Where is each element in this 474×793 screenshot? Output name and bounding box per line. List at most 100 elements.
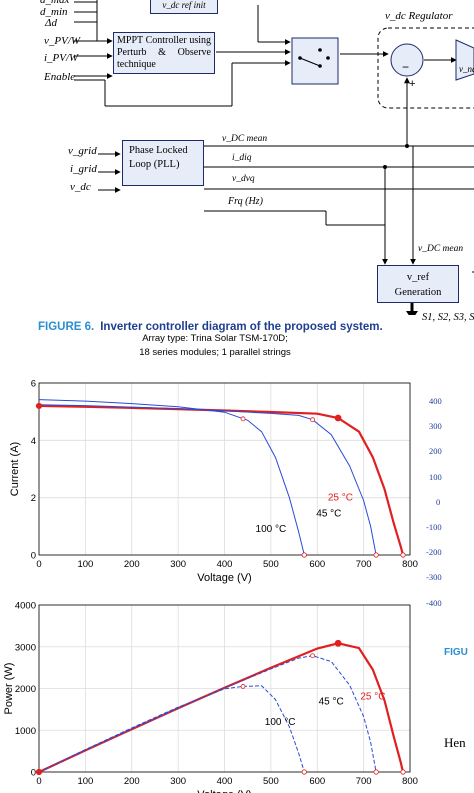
curve-annotation: 25 °C: [328, 493, 353, 504]
x-tick-label: 700: [356, 559, 372, 570]
vdc-regulator-label: v_dc Regulator: [385, 10, 453, 22]
right-axis-tick: -300: [426, 572, 442, 582]
mpp-marker: [310, 653, 316, 659]
x-tick-label: 600: [309, 776, 325, 787]
sum-plus-sign: +: [409, 78, 416, 90]
start-marker: [35, 768, 43, 776]
x-tick-label: 100: [77, 559, 93, 570]
pll-output-vdc-mean: v_DC mean: [222, 134, 268, 144]
sum-minus-sign: −: [402, 60, 410, 74]
pll-output-frequency: Frq (Hz): [228, 196, 263, 207]
y-axis-label: Power (W): [3, 663, 15, 715]
controller-diagram-lines: [74, 0, 474, 315]
series-line-2: [38, 404, 377, 556]
x-tick-label: 400: [217, 559, 233, 570]
curve-annotation: 45 °C: [316, 508, 341, 519]
input-label-dmax: d_max: [40, 0, 70, 6]
series-line-1: [38, 404, 405, 556]
endpoint-marker: [373, 552, 379, 558]
pll-block: Phase Locked Loop (PLL): [122, 140, 204, 186]
x-tick-label: 800: [402, 776, 418, 787]
y-tick-label: 2000: [15, 684, 36, 695]
curve-annotation: 100 °C: [256, 524, 287, 535]
y-tick-label: 4000: [15, 601, 36, 612]
x-tick-label: 0: [36, 559, 41, 570]
curve-annotation: 45 °C: [319, 696, 344, 707]
x-tick-label: 300: [170, 559, 186, 570]
curve-annotation: 100 °C: [265, 717, 296, 728]
y-tick-label: 1000: [15, 726, 36, 737]
endpoint-marker: [301, 769, 307, 775]
curve-annotation: 25 °C: [360, 691, 385, 702]
y-tick-label: 2: [31, 493, 36, 504]
right-axis-tick: 0: [436, 497, 441, 507]
regulator-output-label: v_nd: [459, 64, 474, 74]
plot-frame: [38, 382, 411, 556]
iv-curve-chart: 0 100 200 300 400 500 600 700 800 0 2 4 6 25 °C 45 °C 1…: [9, 379, 418, 585]
pll-input-vgrid: v_grid: [68, 145, 97, 157]
right-body-text: Hen: [444, 735, 466, 750]
x-axis-label: Voltage (V): [197, 572, 251, 584]
right-axis-tick: 100: [429, 472, 442, 482]
pv-curve-chart: 0 100 200 300 400 500 600 700 800 0 1000 2000 3000 40…: [3, 601, 418, 793]
x-tick-label: 300: [170, 776, 186, 787]
right-axis-tick: 200: [429, 446, 442, 456]
input-label-ipv: i_PV/W: [44, 52, 79, 64]
pv-chart-title: Array type: Trina Solar TSM-170D; 18 ser…: [0, 332, 430, 360]
input-label-vpv: v_PV/W: [44, 35, 81, 47]
input-label-delta-d: Δd: [45, 17, 57, 29]
x-tick-label: 200: [124, 776, 140, 787]
pll-input-vdc: v_dc: [70, 181, 91, 193]
vdc-mean-label: v_DC mean: [418, 244, 464, 254]
right-axis-tick: -100: [426, 522, 442, 532]
pv-chart-title-line-1: Array type: Trina Solar TSM-170D;: [142, 333, 288, 344]
pv-chart-title-line-2: 18 series modules; 1 parallel strings: [139, 347, 291, 358]
figure-6-caption: FIGURE 6. Inverter controller diagram of …: [38, 321, 383, 333]
x-tick-label: 100: [77, 776, 93, 787]
plot-frame: [38, 604, 411, 773]
x-tick-label: 500: [263, 559, 279, 570]
y-tick-label: 3000: [15, 642, 36, 653]
figure-6-text: Inverter controller diagram of the propo…: [100, 321, 383, 333]
mppt-controller-block: MPPT Controller using Perturb & Observe …: [113, 32, 215, 74]
endpoint-marker: [373, 769, 379, 775]
mpp-marker: [240, 684, 246, 689]
y-tick-label: 0: [31, 551, 36, 562]
vdc-ref-init-block: v_dc ref init: [150, 0, 218, 14]
y-axis-label: Current (A): [9, 442, 21, 496]
switching-signals-label: S1, S2, S3, S: [422, 312, 474, 323]
y-tick-label: 4: [31, 436, 36, 447]
vref-generation-block: v_ref Generation: [377, 265, 459, 303]
endpoint-marker: [301, 552, 307, 558]
pll-output-idiq: i_diq: [232, 153, 252, 163]
right-axis-tick: -200: [426, 547, 442, 557]
x-tick-label: 200: [124, 559, 140, 570]
series-line-2: [38, 655, 377, 773]
series-line-3: [38, 399, 305, 556]
input-label-enable: Enable: [44, 71, 76, 83]
x-tick-label: 0: [36, 776, 41, 787]
right-axis-tick: 300: [429, 421, 442, 431]
x-tick-label: 800: [402, 559, 418, 570]
right-figure-label: FIGU: [444, 647, 468, 658]
mpp-marker: [334, 639, 342, 647]
x-tick-label: 600: [309, 559, 325, 570]
x-tick-label: 700: [356, 776, 372, 787]
endpoint-marker: [400, 552, 406, 558]
start-marker: [35, 402, 43, 410]
right-axis-tick: 400: [429, 396, 442, 406]
pll-output-vdvq: v_dvq: [232, 174, 255, 184]
y-tick-label: 6: [31, 379, 36, 390]
endpoint-marker: [400, 769, 406, 775]
x-tick-label: 500: [263, 776, 279, 787]
mpp-marker: [240, 416, 246, 422]
mpp-marker: [334, 414, 342, 422]
figure-6-label: FIGURE 6.: [38, 321, 95, 333]
x-tick-label: 400: [217, 776, 233, 787]
y-tick-label: 0: [31, 768, 36, 779]
right-axis-tick: -400: [426, 598, 442, 608]
mpp-marker: [310, 417, 316, 423]
input-label-dmin: d_min: [40, 6, 68, 18]
pll-input-igrid: i_grid: [70, 163, 97, 175]
x-axis-label: Voltage (V): [197, 789, 251, 793]
